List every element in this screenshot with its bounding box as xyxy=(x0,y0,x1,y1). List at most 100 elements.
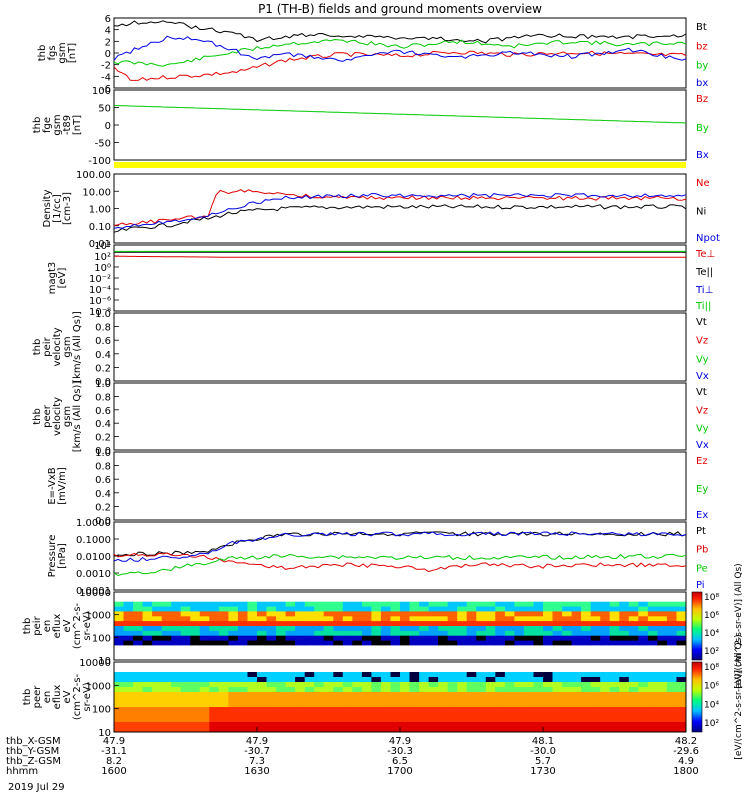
colorbar-peer_en: 10⁸ 10⁶ 10⁴ 10² [eV/(cm^2-s-sr-eV)] (All Qs) xyxy=(691,634,744,760)
y-tick-label: 1.0 xyxy=(95,448,111,459)
panel-frame xyxy=(113,382,687,451)
y-axis-label-line: fgs xyxy=(47,45,58,60)
y-tick-label: 10⁻² xyxy=(89,274,111,285)
legend-ex: Ex xyxy=(696,510,708,521)
panel-pressure: 1.0000 0.1000 0.0100 0.0010 0.0001 Pressure[n… xyxy=(47,518,708,597)
x-tick-label: 8.2 xyxy=(106,756,122,767)
y-axis-label: magt3[eV] xyxy=(47,262,68,295)
x-tick-label: -30.7 xyxy=(244,746,270,757)
y-axis-label-line: eV xyxy=(62,619,73,632)
y-axis-label-line: [km/s (All Qs)] xyxy=(72,311,83,383)
y-axis-label: thbpeerenefluxeV(cm^2-s-sr-eV) xyxy=(22,673,93,720)
colorbar-tick-label: 10² xyxy=(704,647,719,657)
y-axis-label-line: [km/s (All Qs)] xyxy=(72,381,83,453)
y-axis-label: thbfgsgsm[nT] xyxy=(37,42,78,63)
y-tick-label: 0.2 xyxy=(95,502,111,513)
date-label: 2019 Jul 29 xyxy=(8,782,65,793)
colorbar-tick-label: 10² xyxy=(704,719,719,729)
x-row-label: hhmm xyxy=(6,766,38,777)
y-axis-label-line: peer xyxy=(32,685,43,709)
y-axis-label-line: gsm xyxy=(57,42,68,63)
legend-vt: Vt xyxy=(696,317,707,328)
panel-peir_en: 10⁸ 10⁶ 10⁴ 10² [eV/(cm^2-s-sr-eV)] (All Qs)… xyxy=(22,563,744,688)
y-axis-label-line: peer xyxy=(42,404,53,428)
colorbar-label: [eV/(cm^2-s-sr-eV)] (All Qs) xyxy=(734,563,744,688)
y-tick-label: -50 xyxy=(95,139,111,150)
y-axis-label-line: sr-eV) xyxy=(82,682,93,711)
legend-vz: Vz xyxy=(696,336,708,347)
series-line-npot xyxy=(113,192,687,229)
legend-vz: Vz xyxy=(696,405,708,416)
legend-pb: Pb xyxy=(696,545,708,556)
legend-bt: Bt xyxy=(696,22,707,33)
legend-bx: bx xyxy=(696,78,708,89)
y-axis-label-line: -t89 xyxy=(62,115,73,135)
y-tick-label: 10 xyxy=(98,728,111,739)
x-row-label: thb_Y-GSM xyxy=(6,746,59,757)
y-axis-label-line: gsm xyxy=(62,336,73,357)
y-axis-label-line: thb xyxy=(22,618,33,635)
panel-frame xyxy=(113,451,687,521)
y-tick-label: 0 xyxy=(105,121,111,132)
y-axis-label-line: magt3 xyxy=(47,262,58,295)
y-tick-label: 0.10 xyxy=(89,222,111,233)
y-axis-label-line: thb xyxy=(32,117,43,134)
y-axis-label-line: thb xyxy=(22,689,33,706)
y-axis-label-line: Pressure xyxy=(47,535,58,578)
y-tick-label: 1000 xyxy=(86,611,111,622)
series-line-ni xyxy=(113,204,687,233)
legend-ti: Ti|| xyxy=(695,301,711,312)
y-axis-label-line: [eV] xyxy=(57,268,68,289)
y-tick-label: 10⁰ xyxy=(94,263,111,274)
panel-frame xyxy=(113,312,687,382)
y-tick-label: 10000 xyxy=(79,658,111,669)
x-tick-label: 1800 xyxy=(673,766,698,777)
y-axis-label: E=-VxB[mV/m] xyxy=(47,467,68,505)
x-tick-label: -29.6 xyxy=(673,746,699,757)
series-line-pi xyxy=(113,531,687,562)
y-tick-label: 0.6 xyxy=(95,336,111,347)
y-tick-label: 10⁻⁸ xyxy=(89,307,111,318)
y-tick-label: 0.8 xyxy=(95,323,111,334)
y-tick-label: 6 xyxy=(105,14,111,25)
x-tick-label: 47.9 xyxy=(389,736,411,747)
colorbar-tick-label: 10⁸ xyxy=(704,663,719,673)
legend-ni: Ni xyxy=(696,207,706,218)
x-tick-label: 47.9 xyxy=(246,736,268,747)
x-row-label: thb_X-GSM xyxy=(6,736,61,747)
y-tick-label: 1.0000 xyxy=(76,518,111,529)
y-tick-label: 0.01 xyxy=(89,239,111,250)
colorbar-peir_en: 10⁸ 10⁶ 10⁴ 10² [eV/(cm^2-s-sr-eV)] (All Qs) xyxy=(691,563,744,689)
y-axis-label: thbpeervelocitygsm[km/s (All Qs)] xyxy=(32,381,83,453)
legend-vt: Vt xyxy=(696,387,707,398)
y-tick-label: 1.0 xyxy=(95,379,111,390)
colorbar-tick-label: 10⁴ xyxy=(704,629,719,639)
figure-title: P1 (TH-B) fields and ground moments over… xyxy=(258,2,542,16)
legend-vy: Vy xyxy=(696,354,709,365)
colorbar-label: [eV/(cm^2-s-sr-eV)] (All Qs) xyxy=(734,634,744,759)
panel-frame xyxy=(113,89,687,161)
panel-density: 100.00 10.00 1.00 0.10 0.01 Density[1/cc][cm-… xyxy=(42,170,720,250)
x-tick-label: 5.7 xyxy=(535,756,551,767)
y-axis-label-line: [nT] xyxy=(67,43,78,63)
y-tick-label: 2 xyxy=(105,37,111,48)
y-tick-label: 0.4 xyxy=(95,350,111,361)
y-tick-label: 10⁻⁶ xyxy=(89,296,111,307)
x-tick-label: -30.0 xyxy=(530,746,556,757)
heatmap-peer_en xyxy=(114,662,687,733)
y-axis-label-line: [cm-3] xyxy=(62,192,73,225)
colorbar-gradient xyxy=(691,591,703,661)
y-axis-label: Pressure[nPa] xyxy=(47,535,68,578)
x-tick-label: 4.9 xyxy=(678,756,694,767)
legend-ti: Ti⊥ xyxy=(695,285,713,296)
panel-peer_vel: 1.0 0.8 0.6 0.4 0.2 0.0 thbpeervelocitygsm[km/… xyxy=(32,379,709,457)
y-axis-label-line: eV xyxy=(62,690,73,703)
legend-npot: Npot xyxy=(696,233,720,244)
quality-flag-bar xyxy=(114,162,686,168)
y-axis-label-line: peir xyxy=(32,615,43,635)
y-tick-label: 0.0 xyxy=(95,377,111,388)
y-tick-label: -2 xyxy=(101,61,111,72)
x-tick-label: 1600 xyxy=(101,766,126,777)
series-line-by xyxy=(113,38,687,67)
